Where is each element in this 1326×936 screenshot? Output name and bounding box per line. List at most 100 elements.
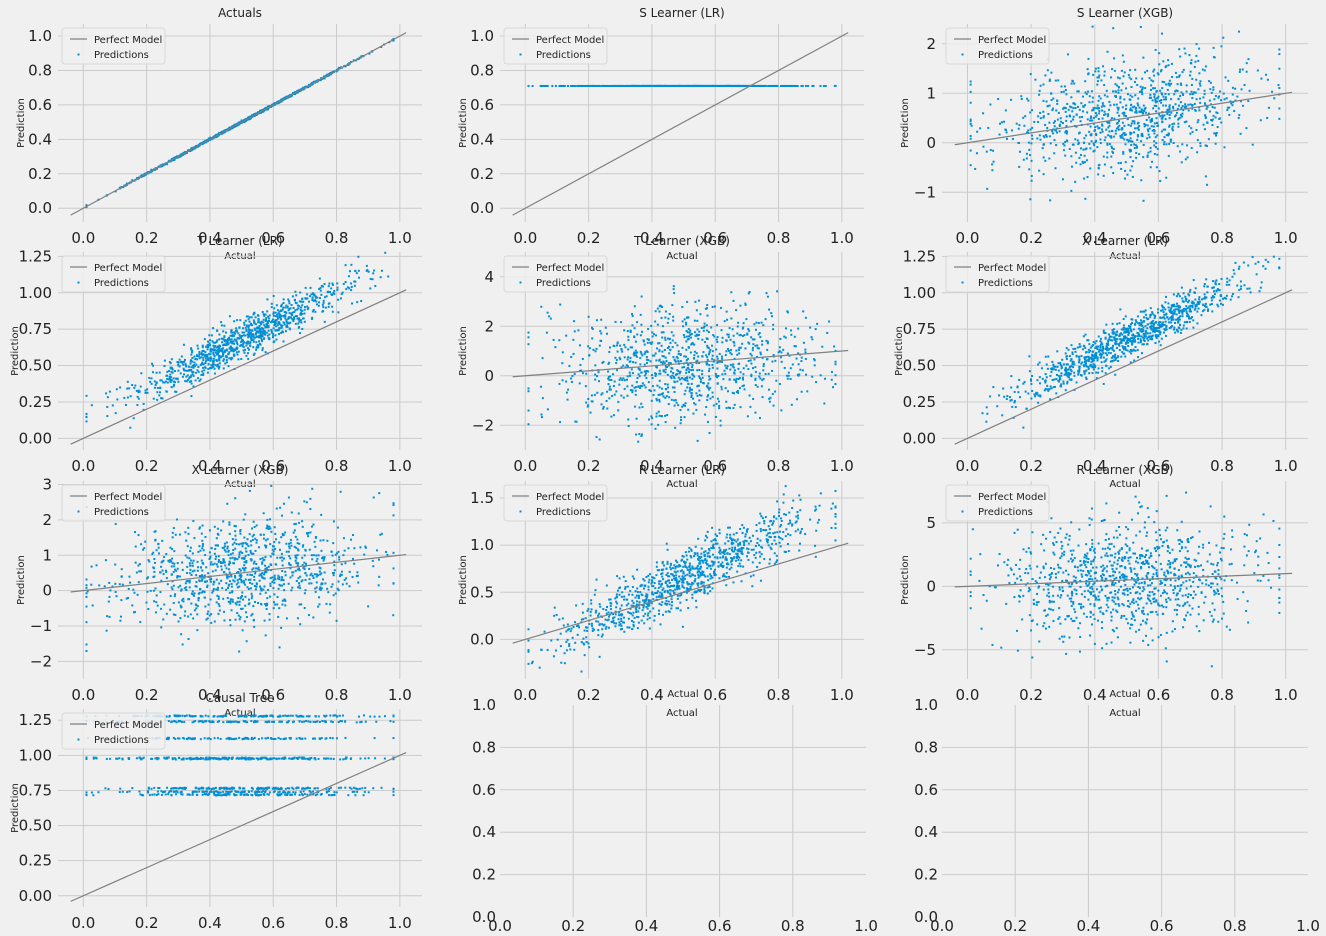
prediction-point <box>1011 137 1014 140</box>
prediction-point <box>696 394 699 397</box>
prediction-point <box>1093 149 1096 152</box>
prediction-point <box>1100 105 1103 108</box>
prediction-point <box>322 301 325 304</box>
prediction-point <box>1059 117 1062 120</box>
prediction-point <box>336 286 339 289</box>
prediction-point <box>177 364 180 367</box>
prediction-point <box>652 333 655 336</box>
prediction-point <box>1076 90 1079 93</box>
prediction-point <box>217 352 220 355</box>
prediction-point <box>1131 140 1134 143</box>
prediction-point <box>1094 129 1097 132</box>
prediction-point <box>666 414 669 417</box>
prediction-point <box>173 370 176 373</box>
prediction-point <box>674 341 677 344</box>
prediction-point <box>1188 125 1191 128</box>
prediction-point <box>1078 156 1081 159</box>
prediction-point <box>1153 74 1156 77</box>
prediction-point <box>247 348 250 351</box>
prediction-point <box>200 363 203 366</box>
prediction-point <box>1199 142 1202 145</box>
prediction-point <box>1167 93 1170 96</box>
prediction-point <box>311 299 314 302</box>
prediction-point <box>784 336 787 339</box>
prediction-point <box>318 297 321 300</box>
prediction-point <box>332 291 335 294</box>
prediction-point <box>1124 114 1127 117</box>
prediction-point <box>815 381 818 384</box>
prediction-point <box>804 351 807 354</box>
prediction-point <box>1131 109 1134 112</box>
prediction-point <box>1030 159 1033 162</box>
prediction-point <box>366 269 369 272</box>
prediction-point <box>230 330 233 333</box>
prediction-point <box>1166 88 1169 91</box>
prediction-point <box>1153 96 1156 99</box>
prediction-point <box>208 342 211 345</box>
prediction-point <box>1039 138 1042 141</box>
prediction-point <box>970 124 973 127</box>
prediction-point <box>225 359 228 362</box>
prediction-point <box>725 406 728 409</box>
prediction-point <box>85 412 88 415</box>
prediction-point <box>640 371 643 374</box>
prediction-point <box>238 337 241 340</box>
prediction-point <box>330 287 333 290</box>
prediction-point <box>277 309 280 312</box>
prediction-point <box>1191 107 1194 110</box>
prediction-point <box>590 400 593 403</box>
prediction-point <box>169 379 172 382</box>
prediction-point <box>285 320 288 323</box>
prediction-point <box>629 389 632 392</box>
prediction-point <box>752 367 755 370</box>
prediction-point <box>1173 122 1176 125</box>
prediction-point <box>620 348 623 351</box>
prediction-point <box>1133 80 1136 83</box>
prediction-point <box>729 363 732 366</box>
prediction-point <box>241 331 244 334</box>
prediction-point <box>665 395 668 398</box>
prediction-point <box>1124 169 1127 172</box>
prediction-point <box>185 365 188 368</box>
prediction-point <box>1142 112 1145 115</box>
prediction-point <box>245 344 248 347</box>
prediction-point <box>1151 120 1154 123</box>
prediction-point <box>298 317 301 320</box>
prediction-point <box>652 84 655 87</box>
prediction-point <box>698 399 701 402</box>
prediction-point <box>212 348 215 351</box>
prediction-point <box>218 338 221 341</box>
prediction-point <box>1166 113 1169 116</box>
prediction-point <box>317 304 320 307</box>
x-tick-label: 1.0 <box>388 229 412 247</box>
prediction-point <box>230 329 233 332</box>
prediction-point <box>1153 132 1156 135</box>
prediction-point <box>1177 125 1180 128</box>
prediction-point <box>1070 120 1073 123</box>
prediction-point <box>201 350 204 353</box>
prediction-point <box>766 342 769 345</box>
prediction-point <box>768 308 771 311</box>
prediction-point <box>1147 112 1150 115</box>
prediction-point <box>605 400 608 403</box>
prediction-point <box>1050 99 1053 102</box>
prediction-point <box>790 329 793 332</box>
prediction-point <box>1086 176 1089 179</box>
prediction-point <box>712 334 715 337</box>
prediction-point <box>346 286 349 289</box>
prediction-point <box>243 323 246 326</box>
prediction-point <box>1141 93 1144 96</box>
prediction-point <box>1155 142 1158 145</box>
prediction-point <box>616 84 619 87</box>
prediction-point <box>1051 130 1054 133</box>
prediction-point <box>801 369 804 372</box>
prediction-point <box>257 336 260 339</box>
x-tick-label: 0.2 <box>135 457 159 475</box>
prediction-point <box>327 302 330 305</box>
prediction-point <box>725 339 728 342</box>
prediction-point <box>231 334 234 337</box>
prediction-point <box>804 84 807 87</box>
prediction-point <box>695 408 698 411</box>
prediction-point <box>274 334 277 337</box>
prediction-point <box>155 381 158 384</box>
